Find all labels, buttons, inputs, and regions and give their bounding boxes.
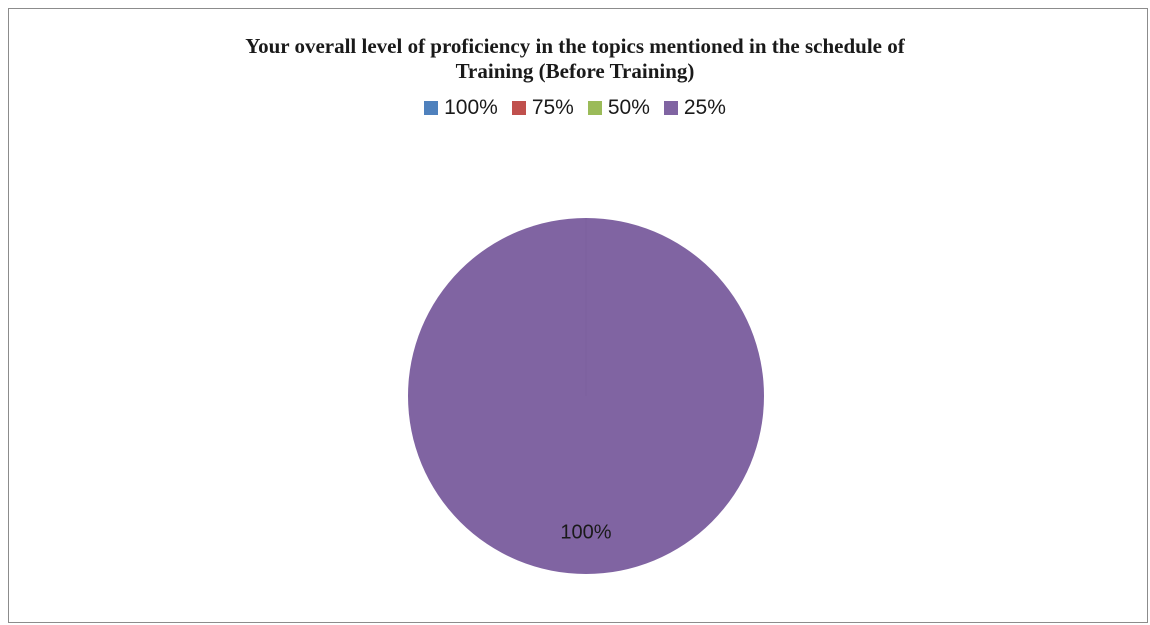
legend-label-25: 25% [683, 96, 726, 119]
legend-item-75: 75% [511, 96, 574, 120]
legend-swatch-75 [511, 101, 526, 115]
legend-label-100: 100% [444, 96, 498, 119]
chart-title-line-1: Your overall level of proficiency in the… [245, 34, 905, 58]
legend-item-25: 25% [663, 96, 726, 120]
legend-label-75: 75% [531, 96, 574, 119]
pie-data-label-25: 100% [560, 521, 611, 543]
legend-label-50: 50% [607, 96, 650, 119]
legend-swatch-100 [424, 101, 439, 115]
legend-swatch-25 [663, 101, 678, 115]
legend-item-100: 100% [424, 96, 498, 120]
chart-title-line-2: Training (Before Training) [455, 59, 695, 83]
legend-swatch-50 [587, 101, 602, 115]
legend-item-50: 50% [587, 96, 650, 120]
chart-legend: 100% 75% 50% 25% [0, 96, 1150, 120]
chart-title: Your overall level of proficiency in the… [0, 34, 1150, 84]
